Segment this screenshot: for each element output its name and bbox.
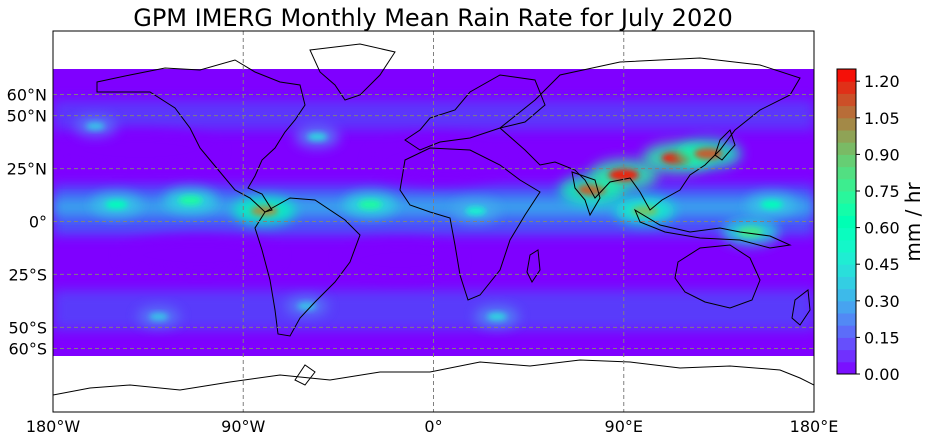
longitude-tick-label: 180°E	[790, 417, 839, 436]
coastline-new-zealand	[791, 289, 811, 326]
rain-hotspot	[577, 184, 607, 196]
map-area	[53, 31, 814, 412]
coastline-antarctica	[53, 359, 814, 396]
colorbar-ticks: 0.00 0.15 0.30 0.45 0.60 0.75 0.90 1.05 1.20	[856, 72, 900, 384]
colorbar-segment	[837, 361, 856, 375]
colorbar-segment	[837, 130, 856, 143]
coastline-japan	[714, 129, 736, 161]
dry-zone-south-pacific	[120, 235, 280, 275]
rain-hotspot	[693, 148, 723, 160]
coastline-europe	[404, 74, 546, 151]
colorbar-segment	[837, 349, 856, 363]
latitude-tick-label: 0°	[29, 213, 47, 232]
longitude-tick-label: 90°W	[221, 417, 265, 436]
rain-hotspots	[73, 116, 797, 328]
coastline-australia	[674, 244, 761, 309]
colorbar-segment	[837, 105, 856, 119]
longitude-tick-label: 0°	[424, 417, 442, 436]
colorbar-label: mm / hr	[901, 182, 925, 262]
latitude-tick-label: 25°N	[7, 160, 47, 179]
colorbar-segment	[837, 142, 856, 155]
colorbar-segment	[837, 227, 856, 241]
colorbar-tick-label: 0.45	[864, 255, 900, 274]
rain-hotspot	[760, 200, 783, 210]
rain-hotspot	[297, 302, 317, 311]
rain-hotspot	[85, 122, 105, 131]
colorbar-segment	[837, 252, 856, 265]
gridlines	[53, 31, 814, 412]
dry-zone-south-atlantic	[340, 240, 460, 280]
south-storm-track	[53, 290, 814, 330]
colorbar-segment	[837, 203, 856, 216]
colorbar-segment	[837, 191, 856, 204]
colorbar-segment	[837, 117, 856, 131]
rain-hotspot	[465, 206, 487, 216]
colorbar-tick-label: 1.05	[864, 109, 900, 128]
colorbar-tick-label: 0.00	[864, 365, 900, 384]
colorbar-segment	[837, 178, 856, 192]
colorbar-segment	[837, 313, 856, 326]
rain-hotspot	[487, 312, 507, 321]
coastline-south-america	[254, 197, 361, 337]
dry-zone-north-pacific	[60, 130, 220, 170]
latitude-tick-label: 50°N	[7, 107, 47, 126]
colorbar-tick-label: 0.30	[864, 292, 900, 311]
rain-hotspot	[149, 312, 169, 321]
colorbar-tick-label: 0.90	[864, 145, 900, 164]
rain-hotspot	[178, 195, 203, 206]
colorbar-segment	[837, 325, 856, 338]
colorbar-segment	[837, 264, 856, 277]
latitude-tick-label: 60°S	[8, 340, 47, 359]
colorbar-segment	[837, 81, 856, 94]
coastline-north-america	[96, 59, 306, 213]
colorbar-segment	[837, 300, 856, 314]
map-frame	[52, 30, 815, 413]
latitude-tick-label: 50°S	[8, 318, 47, 337]
colorbar-tick-label: 0.75	[864, 182, 900, 201]
rain-hotspot	[358, 199, 382, 210]
latitude-tick-label: 60°N	[7, 86, 47, 105]
coastlines	[53, 43, 814, 396]
rain-hotspot	[105, 200, 128, 210]
colorbar-segment	[837, 166, 856, 180]
latitude-tick-label: 25°S	[8, 265, 47, 284]
colorbar-segment	[837, 93, 856, 107]
coastline-india	[571, 171, 601, 217]
colorbar: 0.00 0.15 0.30 0.45 0.60 0.75 0.90 1.05 1.20 mm …	[836, 68, 925, 384]
longitude-tick-labels: 180°W 90°W 0° 90°E 180°E	[26, 417, 839, 436]
colorbar-tick-label: 0.15	[864, 328, 900, 347]
colorbar-segment	[837, 69, 856, 82]
coastline-indonesia	[633, 208, 792, 249]
dry-zone-sahara	[370, 135, 510, 185]
colorbar-segment	[837, 239, 856, 253]
latitude-tick-labels: 60°N 50°N 25°N 0° 25°S 50°S 60°S	[7, 86, 47, 359]
rain-hotspot	[307, 132, 327, 141]
longitude-tick-label: 180°W	[26, 417, 81, 436]
colorbar-frame	[836, 68, 857, 375]
map-title: GPM IMERG Monthly Mean Rain Rate for Jul…	[133, 4, 733, 32]
colorbar-segment	[837, 276, 856, 290]
colorbar-segment	[837, 215, 856, 229]
coastline-greenland	[309, 43, 396, 101]
coastline-asia	[499, 57, 801, 211]
colorbar-segment	[837, 337, 856, 351]
coastline-antarctic-peninsula	[294, 364, 316, 386]
colorbar-segment	[837, 288, 856, 302]
longitude-tick-label: 90°E	[605, 417, 643, 436]
colorbar-tick-label: 1.20	[864, 72, 900, 91]
coastline-madagascar	[526, 249, 541, 283]
colorbar-tick-label: 0.60	[864, 219, 900, 238]
colorbar-segment	[837, 154, 856, 168]
colorbar-gradient	[837, 69, 856, 375]
coastline-africa	[399, 147, 541, 301]
